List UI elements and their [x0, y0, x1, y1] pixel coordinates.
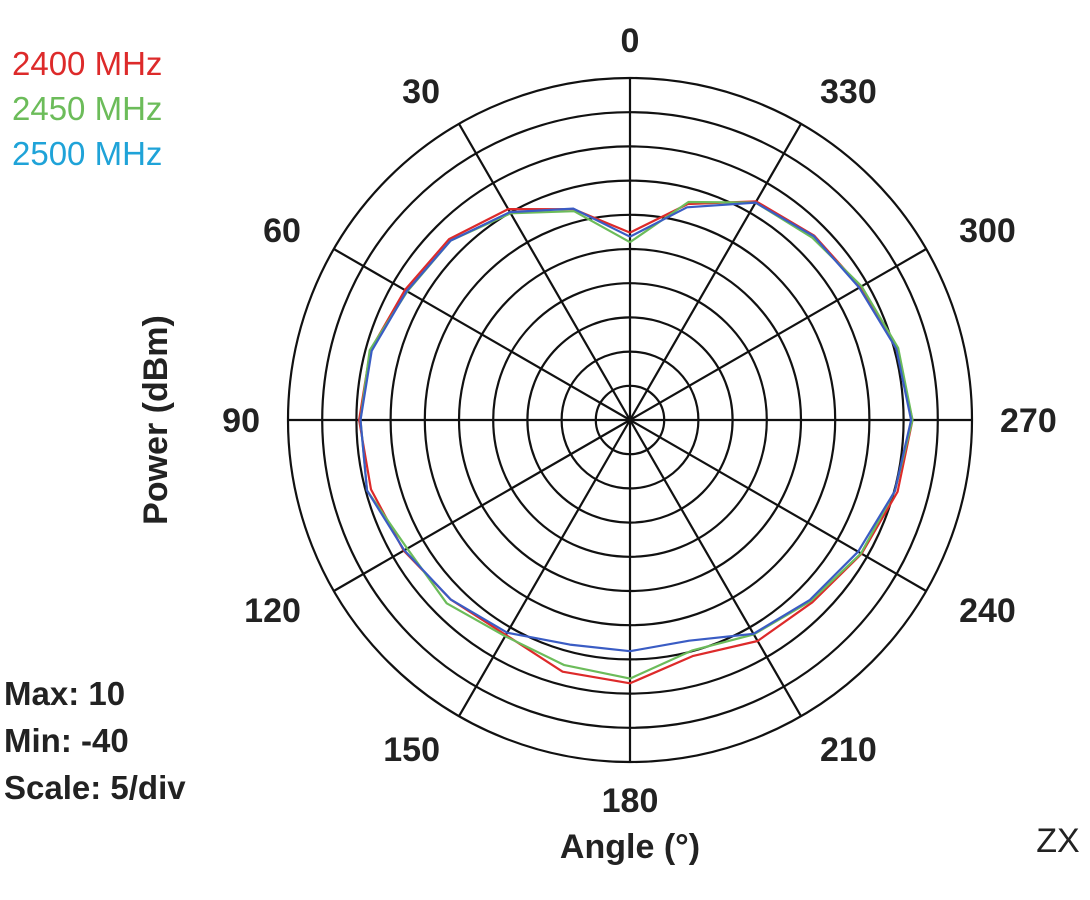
polar-grid	[286, 76, 974, 764]
grid-spoke	[333, 419, 631, 592]
angle-tick-label: 30	[402, 73, 440, 111]
angle-tick-label: 270	[1000, 402, 1057, 440]
scale-label: Scale: 5/div	[4, 769, 186, 806]
angle-tick-label: 330	[820, 73, 877, 111]
angle-tick-label: 120	[244, 592, 301, 630]
angle-tick-label: 210	[820, 731, 877, 769]
grid-spoke	[458, 123, 631, 421]
grid-spoke	[629, 123, 802, 421]
angle-tick-label: 150	[383, 731, 440, 769]
angle-tick-label: 180	[602, 782, 659, 820]
angle-tick-label: 90	[222, 402, 260, 440]
grid-spoke	[333, 248, 631, 421]
grid-spoke	[629, 248, 927, 421]
angle-tick-label: 60	[263, 212, 301, 250]
legend-item-2400: 2400 MHz	[12, 45, 163, 82]
angle-tick-labels: 0 30 60 90 120 150 180 210 240 270 300 330	[222, 22, 1057, 820]
angle-tick-label: 240	[959, 592, 1016, 630]
min-label: Min: -40	[4, 722, 129, 759]
legend-item-2500: 2500 MHz	[12, 135, 163, 172]
grid-spoke	[629, 419, 927, 592]
x-axis-title: Angle (°)	[560, 828, 700, 866]
series-line-2	[359, 201, 913, 653]
grid-spoke	[458, 419, 631, 717]
max-label: Max: 10	[4, 675, 126, 712]
plot-series	[358, 200, 914, 685]
y-axis-title: Power (dBm)	[137, 315, 175, 525]
series-line-0	[358, 200, 914, 685]
angle-tick-label: 300	[959, 212, 1016, 250]
grid-spoke	[629, 419, 802, 717]
legend-item-2450: 2450 MHz	[12, 90, 163, 127]
angle-tick-label: 0	[621, 22, 640, 60]
corner-label: ZX	[1036, 822, 1079, 860]
